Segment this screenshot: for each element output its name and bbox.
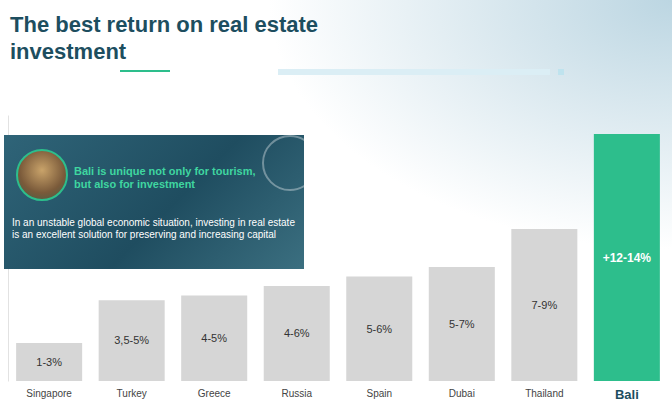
x-tick-label: Greece: [198, 388, 231, 399]
x-tick-label: Spain: [366, 388, 392, 399]
x-tick-label: Russia: [281, 388, 312, 399]
data-label: 1-3%: [36, 356, 62, 368]
data-label: 4-5%: [201, 332, 227, 344]
decor-square: [558, 69, 564, 75]
bar: [181, 296, 247, 382]
info-box: Bali is unique not only for tourism, but…: [4, 135, 304, 269]
data-label: 4-6%: [284, 327, 310, 339]
bar: [99, 300, 165, 381]
x-tick: Thailand: [525, 381, 563, 399]
x-tick-label: Turkey: [117, 388, 147, 399]
x-axis: Singapore Turkey Greece Russia Spain Dubai Tha…: [26, 381, 638, 402]
data-label: 7-9%: [531, 299, 557, 311]
x-tick: Dubai: [449, 381, 475, 399]
info-icon: [16, 149, 68, 201]
x-tick-label: Dubai: [449, 388, 475, 399]
x-tick-label: Bali: [615, 387, 639, 402]
x-tick-label: Singapore: [26, 388, 72, 399]
bar: [16, 343, 82, 381]
x-tick: Russia: [281, 381, 312, 399]
data-label: +12-14%: [603, 251, 652, 265]
x-tick: Turkey: [117, 381, 147, 399]
info-ring: [262, 135, 304, 191]
bar: [511, 229, 577, 381]
bar: [264, 286, 330, 381]
bar: [346, 277, 412, 382]
x-tick-label: Thailand: [525, 388, 563, 399]
decor-bar: [278, 69, 550, 75]
info-text: In an unstable global economic situation…: [12, 217, 297, 241]
bar: [594, 134, 660, 381]
bar: [429, 267, 495, 381]
x-tick: Greece: [198, 381, 231, 399]
data-label: 3,5-5%: [114, 334, 149, 346]
info-title: Bali is unique not only for tourism, but…: [74, 165, 274, 191]
x-tick: Bali: [615, 381, 639, 402]
x-tick: Singapore: [26, 381, 72, 399]
data-label: 5-6%: [366, 323, 392, 335]
x-tick: Spain: [366, 381, 392, 399]
background: [0, 0, 672, 415]
title-underline: [120, 70, 170, 72]
chart-title: The best return on real estateinvestment: [10, 12, 318, 64]
data-label: 5-7%: [449, 318, 475, 330]
